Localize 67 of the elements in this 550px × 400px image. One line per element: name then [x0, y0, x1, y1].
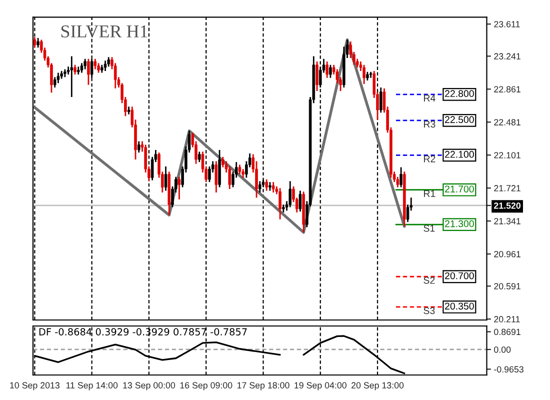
candlestick — [137, 140, 140, 154]
y-tick-label: 22.101 — [494, 152, 520, 158]
y-tick-label: 22.861 — [494, 86, 520, 92]
y-tick-label: 21.341 — [494, 218, 520, 224]
candlestick — [33, 36, 36, 48]
candlestick — [265, 178, 268, 192]
y-tick-label: 20.591 — [494, 283, 520, 290]
y-tick-label: 23.611 — [494, 21, 520, 28]
ref-line-label: 22.500 — [445, 116, 474, 124]
candlestick — [326, 60, 328, 79]
candlestick — [288, 180, 292, 208]
ref-line-label: 21.300 — [445, 220, 474, 228]
candlestick — [198, 150, 201, 163]
annotation: R3 — [424, 120, 436, 128]
y-tick-label: 0.00 — [494, 346, 511, 353]
candlestick — [80, 62, 84, 74]
y-tick-label: 21.520 — [494, 202, 521, 209]
y-tick-label: 0.8691 — [494, 328, 520, 336]
chart-title: DF -0.8684 0.3929 -0.3929 0.7857 -0.7857 — [39, 328, 247, 336]
candlestick — [53, 76, 56, 88]
candlestick — [329, 64, 332, 79]
line-series — [33, 38, 406, 234]
candlestick — [316, 60, 318, 92]
candlestick — [97, 62, 100, 74]
annotation: S1 — [424, 224, 435, 232]
x-tick-label: 20 Sep 13:00 — [352, 382, 404, 390]
chart-title: SILVER H1 — [61, 25, 148, 38]
y-tick-label: 20.211 — [494, 316, 520, 322]
annotation: R1 — [424, 190, 436, 197]
x-tick-label: 16 Sep 09:00 — [180, 382, 232, 390]
candlestick — [87, 58, 90, 86]
y-tick-label: 23.241 — [494, 53, 520, 60]
candlestick — [36, 37, 40, 48]
y-tick-label: 22.481 — [494, 119, 520, 126]
candlestick — [84, 58, 86, 70]
ref-line-label: 20.350 — [445, 302, 474, 310]
y-tick-label: -0.9653 — [494, 366, 524, 372]
candlestick — [164, 166, 168, 192]
candlestick — [272, 181, 275, 194]
candlestick — [298, 190, 302, 212]
x-tick-label: 10 Sep 2013 — [10, 382, 60, 390]
y-tick-label: 20.961 — [494, 250, 520, 258]
candlestick — [94, 58, 97, 70]
candlestick — [238, 164, 242, 175]
annotation: S3 — [424, 307, 435, 314]
ref-line-label: 22.800 — [445, 90, 474, 98]
x-tick-label: 13 Sep 00:00 — [123, 382, 176, 390]
candlestick — [278, 187, 282, 220]
candlestick — [178, 176, 181, 200]
candlestick — [104, 60, 107, 72]
candlestick — [70, 56, 74, 98]
candlestick — [56, 72, 60, 84]
ref-line-label: 22.100 — [445, 150, 474, 158]
candlestick — [400, 166, 402, 188]
annotation: R2 — [424, 155, 436, 162]
y-tick-label: 21.721 — [494, 185, 520, 192]
candlestick — [74, 64, 76, 76]
annotation: R4 — [424, 94, 436, 102]
candlestick — [362, 64, 366, 85]
annotation: S2 — [424, 276, 435, 284]
candlestick — [107, 56, 110, 68]
x-tick-label: 17 Sep 18:00 — [237, 382, 290, 390]
ref-line-label: 20.700 — [445, 272, 474, 280]
x-tick-label: 11 Sep 14:00 — [66, 382, 118, 390]
x-tick-label: 19 Sep 04:00 — [294, 382, 346, 390]
candlestick — [214, 160, 218, 194]
ref-line-label: 21.700 — [445, 186, 474, 192]
